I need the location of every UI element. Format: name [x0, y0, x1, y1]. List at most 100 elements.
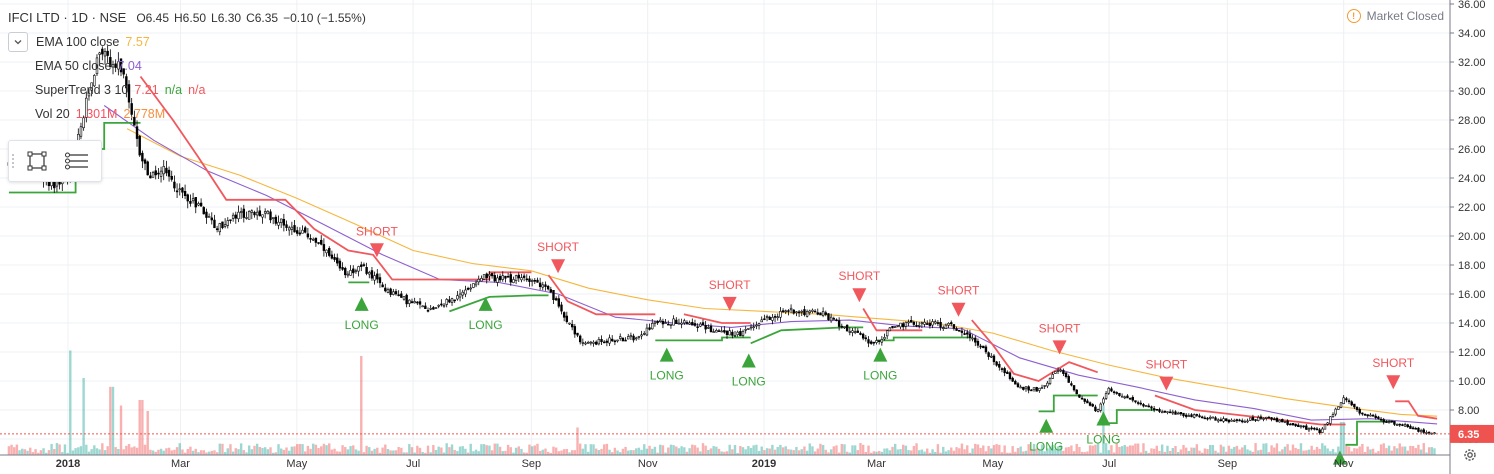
- x-tick-label: 2018: [56, 458, 80, 470]
- legend-collapse-button[interactable]: [8, 32, 28, 52]
- volume-bar: [1233, 446, 1236, 455]
- candle-body: [538, 282, 542, 287]
- legend: IFCI LTD · 1D · NSE O6.45 H6.50 L6.30 C6…: [8, 6, 371, 126]
- candle-body: [637, 336, 641, 338]
- volume-bar: [1200, 452, 1204, 455]
- candle-body: [699, 323, 702, 327]
- volume-bar: [1166, 445, 1169, 455]
- short-signal-label: SHORT: [1145, 358, 1187, 372]
- candle-body: [1337, 406, 1340, 410]
- candle-body: [821, 311, 825, 316]
- candle-body: [640, 334, 643, 337]
- candle-body: [707, 327, 710, 329]
- candle-body: [546, 285, 550, 290]
- volume-bar: [122, 449, 125, 455]
- volume-bar: [517, 446, 520, 455]
- volume-bar: [837, 452, 841, 455]
- volume-bar: [755, 444, 758, 455]
- volume-bar: [424, 452, 427, 455]
- candle-body: [856, 330, 860, 333]
- candle-body: [592, 341, 595, 344]
- candle-body: [1409, 425, 1412, 429]
- candle-body: [135, 126, 139, 139]
- candle-body: [287, 227, 291, 231]
- volume-bar: [74, 448, 77, 455]
- candle-body: [1243, 421, 1247, 423]
- candle-body: [312, 238, 315, 241]
- volume-bar: [677, 448, 681, 455]
- chevron-down-icon: [14, 40, 22, 45]
- candle-body: [1131, 397, 1134, 401]
- rectangle-tool-button[interactable]: [17, 141, 57, 181]
- settings-button[interactable]: [1462, 447, 1478, 468]
- candle-body: [325, 249, 328, 254]
- candle-body: [1209, 416, 1212, 419]
- volume-bar: [538, 450, 542, 455]
- candle-body: [749, 326, 753, 329]
- long-signal-label: LONG: [345, 318, 379, 332]
- low-value: L6.30: [211, 11, 242, 25]
- candle-body: [175, 190, 179, 193]
- candle-body: [191, 198, 195, 202]
- volume-bar: [1219, 444, 1223, 455]
- volume-bar: [282, 449, 286, 455]
- candle-body: [803, 309, 806, 316]
- volume-bar: [58, 444, 61, 455]
- volume-bar: [197, 452, 200, 455]
- candle-body: [1203, 417, 1207, 420]
- volume-bar: [875, 451, 878, 455]
- short-signal-label: SHORT: [938, 284, 980, 298]
- candle-body: [408, 299, 411, 304]
- candle-body: [223, 224, 227, 227]
- volume-bar: [672, 445, 675, 455]
- candle-body: [688, 322, 691, 325]
- volume-bar: [496, 443, 499, 455]
- candle-body: [755, 324, 758, 327]
- volume-bar: [643, 444, 646, 455]
- candle-body: [939, 321, 942, 328]
- candle-body: [725, 330, 729, 336]
- long-signal-arrow: [1039, 418, 1054, 433]
- candle-body: [1102, 398, 1105, 404]
- volume-bar: [1046, 448, 1049, 455]
- candle-body: [824, 312, 827, 315]
- volume-bar: [429, 452, 432, 455]
- volume-bar: [880, 451, 884, 455]
- candle-body: [1387, 421, 1391, 424]
- candle-body: [1134, 400, 1137, 403]
- volume-bar: [891, 446, 894, 455]
- toolbar-drag-handle[interactable]: [9, 141, 17, 181]
- y-tick-label: 22.00: [1458, 202, 1486, 214]
- candle-body: [421, 305, 424, 308]
- candle-body: [1070, 383, 1073, 386]
- candle-body: [472, 283, 475, 288]
- volume-bar: [1318, 448, 1321, 455]
- volume-bar: [82, 378, 85, 455]
- short-signal-arrow: [1159, 376, 1174, 391]
- volume-bar: [1361, 443, 1364, 455]
- candle-body: [683, 320, 686, 324]
- candle-body: [1275, 418, 1279, 422]
- candle-body: [797, 311, 801, 314]
- lines-tool-button[interactable]: [57, 141, 97, 181]
- volume-bar: [637, 447, 641, 455]
- candle-body: [605, 340, 609, 343]
- volume-bar: [266, 449, 270, 455]
- volume-bar: [336, 451, 339, 455]
- volume-bar: [55, 443, 59, 455]
- candle-body: [1112, 391, 1116, 394]
- volume-bar: [34, 449, 37, 455]
- volume-bar: [680, 446, 683, 455]
- volume-bar: [450, 444, 454, 455]
- clock-alert-icon: !: [1346, 9, 1361, 23]
- candle-body: [1059, 369, 1062, 372]
- candle-body: [400, 293, 403, 298]
- candle-body: [1273, 418, 1276, 421]
- volume-bar: [151, 450, 155, 455]
- x-tick-label: Sep: [1218, 458, 1238, 470]
- candle-body: [779, 311, 782, 318]
- volume-bar: [1238, 449, 1241, 455]
- volume-bar: [960, 443, 964, 455]
